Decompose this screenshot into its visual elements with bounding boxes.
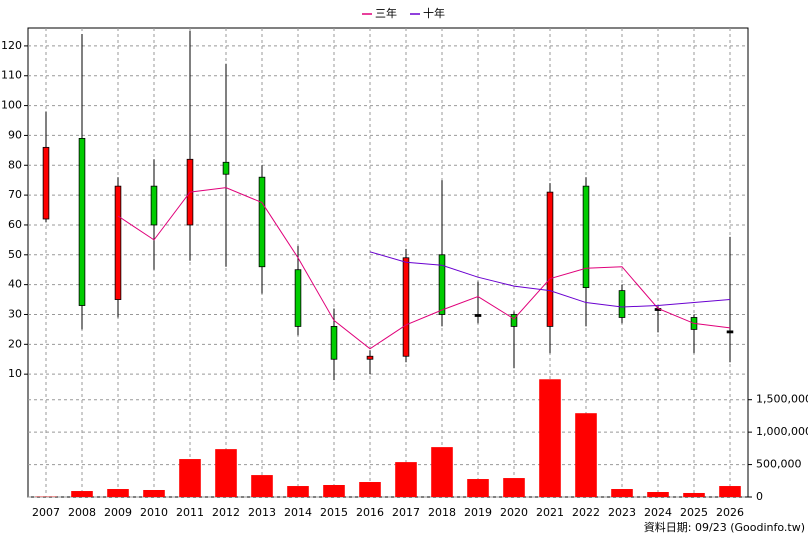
volume-bar [467, 479, 489, 497]
candle-body [78, 138, 86, 306]
y-tick-label: 10 [8, 367, 22, 380]
volume-bar [107, 489, 129, 497]
y2-tick-label: 500,000 [756, 458, 802, 471]
y2-tick-label: 0 [756, 490, 763, 503]
candle-body [330, 326, 338, 360]
y-tick-label: 50 [8, 248, 22, 261]
volume-bar [359, 482, 381, 497]
volume-bar [683, 492, 705, 497]
candle-body [114, 185, 122, 300]
candle-body [222, 161, 230, 175]
y-tick-label: 120 [1, 39, 22, 52]
x-tick-label: 2012 [212, 506, 240, 519]
volume-bar [503, 478, 525, 497]
x-tick-label: 2016 [356, 506, 384, 519]
x-tick-label: 2019 [464, 506, 492, 519]
x-tick-label: 2007 [32, 506, 60, 519]
ma-line [369, 251, 731, 308]
x-tick-label: 2021 [536, 506, 564, 519]
y-tick-label: 110 [1, 69, 22, 82]
candle-body [402, 257, 410, 357]
y2-tick-label: 1,000,000 [756, 425, 808, 438]
plot-frame [27, 27, 749, 498]
candle-body [618, 290, 626, 318]
y-tick-label: 40 [8, 278, 22, 291]
candle-body [42, 146, 50, 220]
volume-bar [71, 491, 93, 497]
volume-bar [179, 459, 201, 497]
candle-body [546, 191, 554, 327]
x-tick-label: 2014 [284, 506, 312, 519]
candle-body [294, 269, 302, 327]
x-tick-label: 2022 [572, 506, 600, 519]
volume-bar [719, 486, 741, 497]
ma-line [117, 187, 731, 350]
volume-bar [143, 489, 165, 497]
x-tick-label: 2025 [680, 506, 708, 519]
x-tick-label: 2010 [140, 506, 168, 519]
volume-bar [539, 379, 561, 497]
x-tick-label: 2020 [500, 506, 528, 519]
volume-bar [215, 449, 237, 497]
x-tick-label: 2008 [68, 506, 96, 519]
candle-body [258, 176, 266, 268]
y-tick-label: 100 [1, 99, 22, 112]
y-tick-label: 70 [8, 188, 22, 201]
candle-body [438, 254, 446, 315]
y2-tick-label: 1,500,000 [756, 393, 808, 406]
y-tick-label: 30 [8, 307, 22, 320]
y-tick-label: 60 [8, 218, 22, 231]
volume-bar [287, 486, 309, 497]
footer: 資料日期: 09/23 (Goodinfo.tw) [644, 520, 805, 534]
volume-bar [647, 492, 669, 497]
volume-bar [575, 413, 597, 497]
x-tick-label: 2013 [248, 506, 276, 519]
x-tick-label: 2023 [608, 506, 636, 519]
candle-body [510, 314, 518, 327]
volume-bar [395, 462, 417, 497]
candle-body [474, 314, 482, 317]
candle-body [582, 185, 590, 289]
candle-body [726, 330, 734, 334]
volume-bar [251, 475, 273, 497]
volume-bar [431, 447, 453, 497]
x-tick-label: 2011 [176, 506, 204, 519]
x-tick-label: 2009 [104, 506, 132, 519]
x-tick-label: 2024 [644, 506, 672, 519]
volume-bar [323, 485, 345, 497]
y-tick-label: 90 [8, 128, 22, 141]
x-tick-label: 2026 [716, 506, 744, 519]
x-tick-label: 2015 [320, 506, 348, 519]
x-tick-label: 2017 [392, 506, 420, 519]
candle-body [150, 185, 158, 226]
legend-label: 三年 [375, 6, 397, 20]
y-tick-label: 20 [8, 337, 22, 350]
candle-body [366, 355, 374, 360]
x-tick-label: 2018 [428, 506, 456, 519]
y-tick-label: 80 [8, 158, 22, 171]
volume-bar [611, 489, 633, 497]
legend-label: 十年 [423, 6, 445, 20]
